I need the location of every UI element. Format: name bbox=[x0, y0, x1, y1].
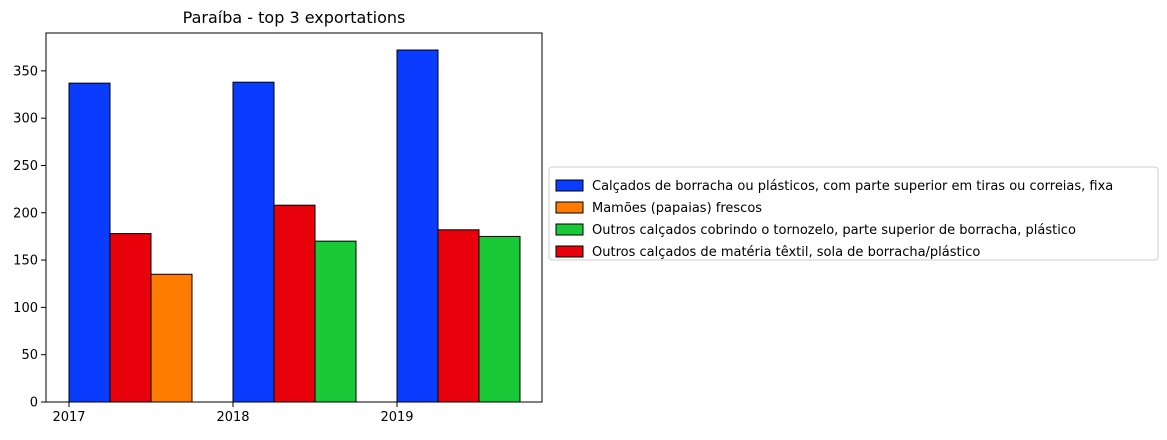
bar-2019-outros-calcados-cobrindo-o-tornozelo-par bbox=[478, 235, 521, 403]
y-tick-label: 350 bbox=[13, 64, 38, 79]
y-tick-label: 0 bbox=[30, 396, 38, 411]
bar-2019-outros-calcados-de-materia-textil-sola-d bbox=[437, 229, 480, 403]
plot-frame bbox=[45, 32, 543, 403]
x-tick-label: 2017 bbox=[52, 410, 85, 425]
bar-2019-calcados-de-borracha-ou-plasticos-com-pa bbox=[396, 49, 439, 403]
bar-2018-outros-calcados-de-materia-textil-sola-d bbox=[273, 204, 316, 403]
y-tick-label: 150 bbox=[13, 254, 38, 269]
y-tick-label: 300 bbox=[13, 112, 38, 127]
x-tick-label: 2019 bbox=[380, 410, 413, 425]
legend-label: Calçados de borracha ou plásticos, com p… bbox=[592, 179, 1113, 194]
bar-2017-calcados-de-borracha-ou-plasticos-com-pa bbox=[68, 82, 111, 403]
legend-swatch-outros-calcados-de-materia-textil-sola-d bbox=[555, 245, 584, 258]
bar-2017-mamoes-papaias-frescos bbox=[150, 273, 193, 403]
legend-label: Outros calçados cobrindo o tornozelo, pa… bbox=[592, 223, 1076, 238]
legend-box bbox=[548, 166, 1159, 261]
x-axis: 2017 2018 2019 bbox=[52, 402, 414, 425]
legend-swatch-calcados-de-borracha-ou-plasticos-com-pa bbox=[555, 179, 584, 192]
bar-2017-outros-calcados-de-materia-textil-sola-d bbox=[109, 233, 152, 403]
y-tick-label: 50 bbox=[21, 348, 38, 363]
legend-label: Outros calçados de matéria têxtil, sola … bbox=[592, 245, 980, 260]
bar-2018-outros-calcados-cobrindo-o-tornozelo-par bbox=[314, 240, 357, 403]
legend: Calçados de borracha ou plásticos, com p… bbox=[548, 166, 1159, 261]
bars-group bbox=[68, 49, 521, 403]
chart-title: Paraíba - top 3 exportations bbox=[183, 8, 406, 27]
legend-swatch-mamoes-papaias-frescos bbox=[555, 201, 584, 214]
y-tick-label: 100 bbox=[13, 301, 38, 316]
legend-swatch-outros-calcados-cobrindo-o-tornozelo-par bbox=[555, 223, 584, 236]
y-tick-label: 200 bbox=[13, 206, 38, 221]
bar-2018-calcados-de-borracha-ou-plasticos-com-pa bbox=[232, 81, 275, 403]
x-tick-label: 2018 bbox=[216, 410, 249, 425]
legend-label: Mamões (papaias) frescos bbox=[592, 201, 762, 216]
y-axis: 0 50 100 150 200 250 300 350 bbox=[13, 64, 46, 411]
y-tick-label: 250 bbox=[13, 159, 38, 174]
